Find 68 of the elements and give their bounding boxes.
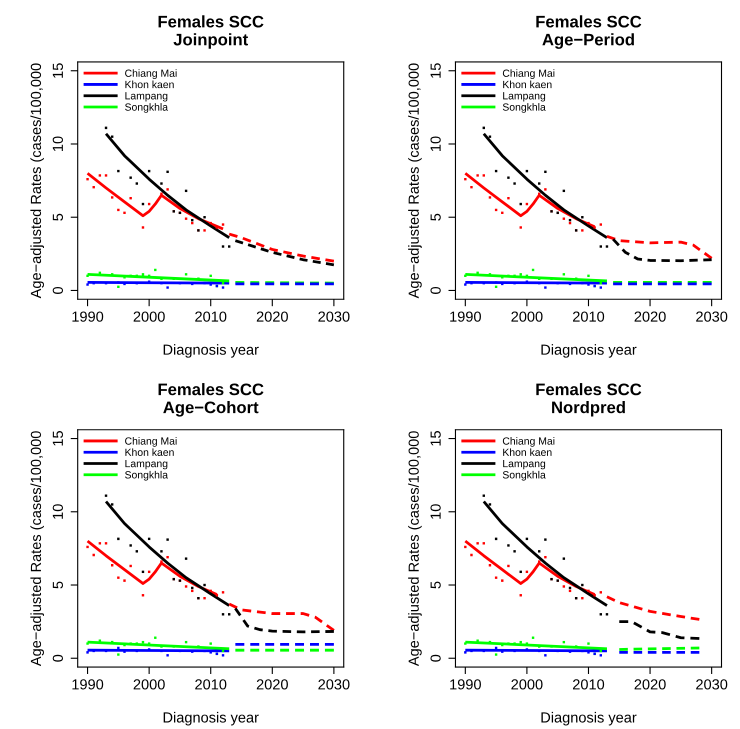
y-tick-label: 15 xyxy=(52,63,64,78)
x-tick-label: 2010 xyxy=(573,311,604,322)
x-tick-label: 1990 xyxy=(450,679,481,690)
x-axis-title: Diagnosis year xyxy=(164,344,259,358)
legend-label: Chiang Mai xyxy=(502,437,554,447)
chart-title: Females SCC xyxy=(536,383,642,396)
legend-label: Chiang Mai xyxy=(125,437,177,447)
y-tick-label: 0 xyxy=(430,654,441,662)
x-tick-label: 2020 xyxy=(634,311,666,322)
x-tick-label: 2030 xyxy=(318,311,350,322)
legend-label: Songkhla xyxy=(125,470,168,481)
x-tick-label: 1990 xyxy=(72,311,104,322)
legend-label: Lampang xyxy=(125,460,168,470)
chart-title: Females SCC xyxy=(158,383,264,396)
x-tick-label: 1990 xyxy=(450,311,481,322)
x-axis-title: Diagnosis year xyxy=(164,712,259,726)
x-tick-label: 2020 xyxy=(634,679,666,690)
y-tick-label: 10 xyxy=(430,504,441,519)
y-tick-label: 5 xyxy=(52,214,64,221)
x-tick-label: 2020 xyxy=(256,311,288,322)
x-tick-label: 2010 xyxy=(195,311,226,322)
y-axis-title: Age−adjusted Rates (cases/100,000 xyxy=(30,63,44,298)
legend-label: Songkhla xyxy=(125,103,168,113)
chart-title: Females SCC xyxy=(158,15,264,28)
x-tick-label: 2030 xyxy=(318,679,350,690)
y-tick-label: 5 xyxy=(52,582,64,588)
legend-label: Lampang xyxy=(125,92,168,102)
y-tick-label: 0 xyxy=(430,286,441,294)
x-tick-label: 1990 xyxy=(72,679,104,690)
y-tick-label: 0 xyxy=(52,654,64,662)
y-tick-label: 10 xyxy=(52,136,64,151)
y-axis-title: Age−adjusted Rates (cases/100,000 xyxy=(30,431,44,666)
legend-label: Khon kaen xyxy=(503,448,552,456)
x-tick-label: 2000 xyxy=(134,311,165,322)
y-tick-label: 15 xyxy=(430,63,441,78)
y-tick-label: 10 xyxy=(52,504,64,519)
chart-subtitle: Age−Cohort xyxy=(163,401,258,417)
legend-label: Chiang Mai xyxy=(502,69,554,79)
chart-subtitle: Joinpoint xyxy=(173,33,248,49)
y-tick-label: 15 xyxy=(430,431,441,446)
legend-label: Khon kaen xyxy=(125,80,174,88)
legend-label: Lampang xyxy=(503,460,546,470)
legend-label: Khon kaen xyxy=(125,448,174,456)
y-tick-label: 5 xyxy=(430,582,441,588)
chart-subtitle: Nordpred xyxy=(552,401,625,417)
legend-label: Khon kaen xyxy=(503,80,552,88)
y-tick-label: 5 xyxy=(430,214,441,221)
legend-label: Chiang Mai xyxy=(125,69,177,79)
chart-subtitle: Age−Period xyxy=(542,33,634,49)
y-tick-label: 0 xyxy=(52,286,64,294)
x-tick-label: 2030 xyxy=(696,679,728,690)
x-tick-label: 2010 xyxy=(573,679,604,690)
x-axis-title: Diagnosis year xyxy=(541,344,636,358)
y-axis-title: Age−adjusted Rates (cases/100,000 xyxy=(408,63,422,298)
y-tick-label: 15 xyxy=(52,431,64,446)
x-tick-label: 2000 xyxy=(511,311,543,322)
chart-title: Females SCC xyxy=(536,15,642,28)
x-tick-label: 2020 xyxy=(256,679,288,690)
x-tick-label: 2030 xyxy=(696,311,728,322)
legend-label: Songkhla xyxy=(502,470,546,481)
y-tick-label: 10 xyxy=(430,136,441,151)
x-tick-label: 2000 xyxy=(134,679,165,690)
y-axis-title: Age−adjusted Rates (cases/100,000 xyxy=(408,431,422,666)
legend-label: Songkhla xyxy=(502,103,546,113)
x-axis-title: Diagnosis year xyxy=(541,712,636,726)
x-tick-label: 2010 xyxy=(195,679,226,690)
x-tick-label: 2000 xyxy=(511,679,543,690)
legend-label: Lampang xyxy=(503,92,546,102)
